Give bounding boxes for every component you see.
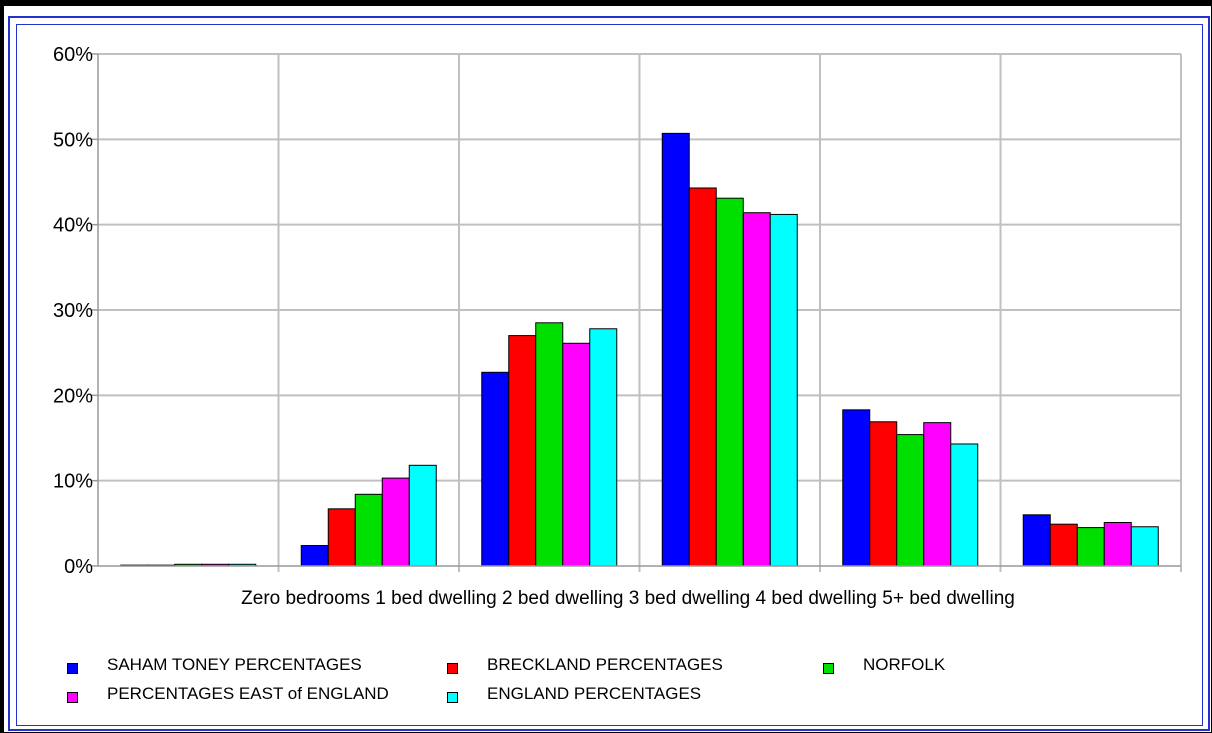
- legend-label: ENGLAND PERCENTAGES: [487, 684, 702, 703]
- legend-label: PERCENTAGES EAST of ENGLAND: [107, 684, 389, 703]
- y-tick-label: 50%: [53, 129, 93, 151]
- bar-england-percentages-2: [589, 328, 618, 567]
- chart-border: [8, 16, 1210, 731]
- bar-norfolk-1: [354, 493, 383, 567]
- bar-saham-toney-percentages-4: [842, 409, 871, 567]
- bar-saham-toney-percentages-3: [661, 132, 690, 567]
- bar-series: [120, 132, 1159, 567]
- bar-percentages-east-of-england-1: [381, 477, 410, 567]
- bar-saham-toney-percentages-1: [300, 545, 329, 567]
- bar-england-percentages-5: [1130, 526, 1159, 567]
- legend-swatch: [67, 663, 78, 674]
- bar-breckland-percentages-4: [869, 421, 898, 567]
- bar-percentages-east-of-england-4: [923, 422, 952, 567]
- legend-swatch: [823, 663, 834, 674]
- legend-swatch: [447, 692, 458, 703]
- bar-percentages-east-of-england-5: [1103, 521, 1132, 567]
- y-tick-label: 0%: [64, 556, 93, 578]
- bar-breckland-percentages-5: [1049, 523, 1078, 567]
- bar-breckland-percentages-3: [688, 187, 717, 567]
- bar-england-percentages-1: [408, 464, 437, 567]
- y-tick-label: 10%: [53, 471, 93, 493]
- legend-swatch: [67, 692, 78, 703]
- bar-england-percentages-3: [769, 213, 798, 567]
- bar-saham-toney-percentages-5: [1022, 514, 1051, 567]
- bar-breckland-percentages-2: [508, 335, 537, 567]
- y-tick-label: 40%: [53, 215, 93, 237]
- bar-breckland-percentages-1: [327, 508, 356, 567]
- y-tick-label: 20%: [53, 385, 93, 407]
- bar-england-percentages-4: [950, 443, 979, 567]
- gridlines: [98, 53, 1182, 572]
- x-axis-category-labels: Zero bedrooms 1 bed dwelling 2 bed dwell…: [241, 588, 1015, 609]
- bar-percentages-east-of-england-2: [562, 342, 591, 567]
- legend-label: SAHAM TONEY PERCENTAGES: [107, 655, 362, 674]
- bar-norfolk-3: [715, 197, 744, 567]
- y-tick-label: 60%: [53, 44, 93, 66]
- y-tick-label: 30%: [53, 300, 93, 322]
- chart-inner-border: [16, 24, 1203, 726]
- bar-percentages-east-of-england-3: [742, 212, 771, 567]
- legend-swatch: [447, 663, 458, 674]
- bar-norfolk-4: [896, 434, 925, 567]
- bar-norfolk-2: [535, 322, 564, 567]
- legend-label: BRECKLAND PERCENTAGES: [487, 655, 723, 674]
- bar-norfolk-5: [1076, 527, 1105, 567]
- y-axis-ticks: 0% 10% 20% 30% 40% 50% 60%: [53, 44, 98, 578]
- bar-saham-toney-percentages-2: [481, 371, 510, 567]
- legend-label: NORFOLK: [863, 655, 946, 674]
